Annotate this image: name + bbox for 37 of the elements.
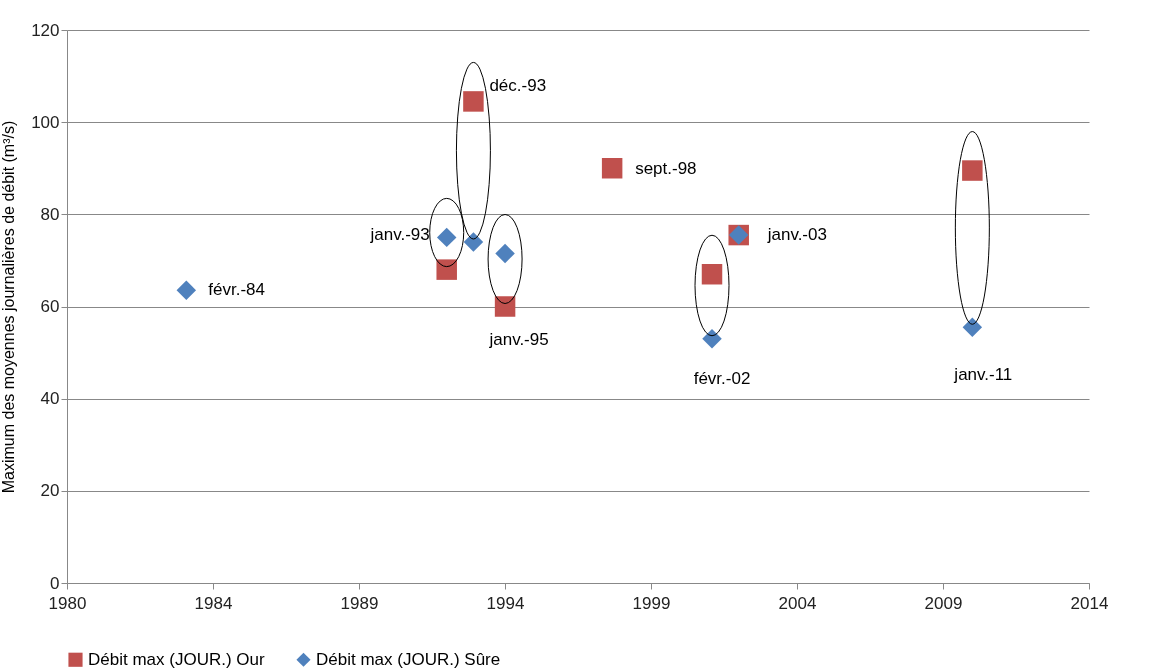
annotation: janv.-95: [488, 329, 549, 349]
x-tick-label: 1989: [340, 593, 379, 613]
x-tick-label: 1984: [194, 593, 233, 613]
point: [962, 160, 983, 181]
y-tick-label: 80: [40, 204, 60, 224]
y-tick-label: 120: [31, 20, 60, 40]
y-tick-label: 20: [40, 481, 60, 501]
point: [494, 296, 516, 317]
point: [701, 263, 723, 285]
x-tick-label: 2004: [778, 593, 817, 613]
y-axis-title: Maximum des moyennes journalières de débit (m³/s): [0, 120, 18, 494]
annotation: janv.-03: [766, 225, 827, 245]
y-tick-label: 60: [40, 297, 60, 316]
point: [601, 158, 623, 179]
annotation: févr.-84: [208, 280, 265, 300]
point: [463, 232, 484, 252]
point: [463, 91, 484, 112]
annotation: févr.-02: [693, 368, 751, 388]
annotation: janv.-93: [369, 225, 430, 245]
point: [436, 259, 457, 280]
x-tick-label: 2009: [924, 593, 963, 613]
x-tick-label: 1994: [486, 593, 525, 613]
y-tick-label: 40: [40, 389, 60, 409]
annotation: janv.-11: [953, 365, 1013, 385]
x-tick-label: 2014: [1070, 593, 1109, 613]
point: [702, 329, 722, 349]
x-tick-label: 1999: [632, 593, 671, 613]
point: [962, 317, 983, 337]
y-tick-label: 0: [50, 573, 60, 593]
x-tick-label: 1980: [48, 593, 87, 613]
point: [176, 280, 197, 301]
legend-label: Débit max (JOUR.) Sûre: [316, 649, 501, 668]
annotation: sept.-98: [635, 159, 697, 179]
point: [495, 243, 515, 264]
legend-label: Débit max (JOUR.) Our: [88, 649, 265, 668]
annotation: déc.-93: [489, 76, 547, 96]
y-tick-label: 100: [31, 112, 60, 132]
